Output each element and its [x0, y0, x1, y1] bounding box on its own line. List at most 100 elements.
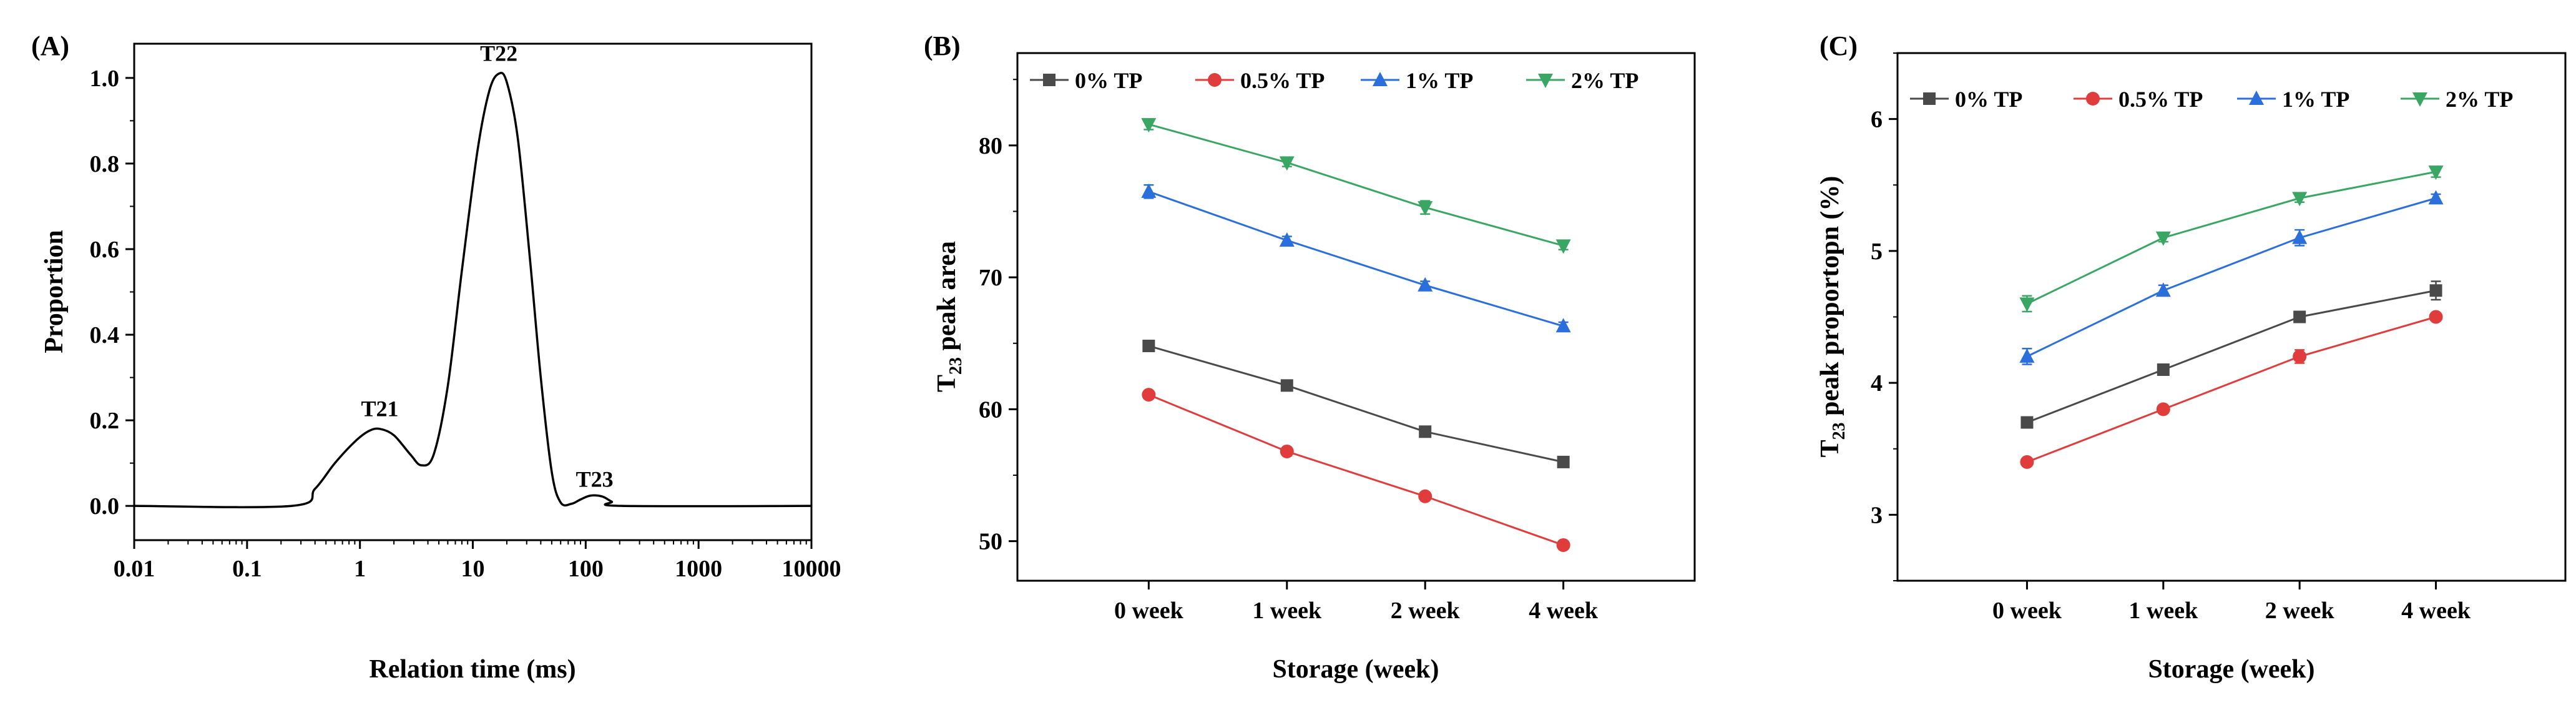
panel-c-y-axis-label: T23 peak proportopn (%) [1816, 176, 1849, 458]
series-line-0-tp [1148, 345, 1564, 463]
panel-b-plot-frame [1016, 52, 1696, 582]
panel-a-annotations: T21 T22 T23 [361, 41, 614, 491]
data-point-2-tp [1418, 201, 1433, 216]
x-tick-label: 0 week [1992, 598, 2062, 624]
chart-panel-c: (C) 0 week 1 week 2 week 4 week 3 4 5 6 0% TP 0.… [1816, 31, 2567, 684]
x-tick-label: 4 week [1529, 598, 1599, 624]
x-tick-label: 1 week [2128, 598, 2198, 624]
data-point-1-tp [2019, 348, 2035, 363]
data-point-0-tp [1557, 455, 1570, 468]
y-tick-label: 0.0 [90, 493, 120, 520]
y-tick-label: 60 [979, 397, 1002, 423]
chart-panel-a: (A) 0.01 0.1 1 10 100 1000 100000.00.20.40.60.… [31, 31, 841, 684]
data-point-1-tp [1141, 183, 1157, 198]
data-point-0-5-tp [1280, 444, 1294, 458]
panel-a-label: (A) [31, 31, 69, 61]
data-point-0-5-tp [1556, 538, 1570, 552]
data-point-2-tp [2019, 297, 2035, 312]
y-tick-label: 1.0 [90, 66, 120, 92]
data-point-2-tp [1141, 118, 1157, 133]
legend-label-1-tp: 1% TP [1406, 68, 1473, 93]
legend-label-2-tp: 2% TP [2446, 87, 2513, 112]
x-tick-label: 100 [568, 556, 604, 582]
legend-marker-0-tp [1043, 74, 1055, 86]
data-point-1-tp [1418, 277, 1433, 292]
x-tick-label: 1 [354, 556, 366, 582]
x-tick-label: 1 week [1252, 598, 1322, 624]
data-point-1-tp [2428, 190, 2444, 205]
data-point-0-tp [2020, 416, 2034, 429]
panel-b-x-axis-label: Storage (week) [1272, 655, 1439, 684]
data-point-2-tp [2155, 231, 2171, 246]
series-line-relaxation-curve [134, 71, 812, 508]
data-point-0-5-tp [2020, 455, 2034, 469]
y-tick-label: 0.4 [90, 322, 120, 348]
data-point-0-5-tp [1142, 388, 1156, 402]
series-line-0-5-tp [1148, 393, 1564, 546]
panel-a-y-axis-label: Proportion [40, 230, 69, 353]
legend-label-2-tp: 2% TP [1571, 68, 1638, 93]
data-point-0-tp [2293, 310, 2306, 323]
data-point-1-tp [2292, 229, 2308, 244]
legend-marker-0-5-tp [2086, 92, 2100, 106]
panel-c-label: (C) [1819, 31, 1858, 61]
x-tick-label: 10 [461, 556, 485, 582]
panel-b-ticks: 0 week 1 week 2 week 4 week 50 60 70 80 [979, 79, 1599, 624]
panel-b-y-axis-label: T23 peak area [933, 241, 966, 392]
panel-b-label: (B) [924, 31, 961, 61]
data-point-0-tp [2429, 284, 2442, 297]
y-tick-label: 50 [979, 529, 1002, 555]
legend-marker-2-tp [2412, 92, 2427, 107]
data-point-0-5-tp [2429, 310, 2443, 324]
panel-a-plot-frame [133, 42, 813, 541]
series-line-1-tp [2026, 197, 2436, 358]
legend-label-0-tp: 0% TP [1955, 87, 2022, 112]
data-point-0-tp [1280, 379, 1293, 392]
x-tick-label: 2 week [2265, 598, 2335, 624]
series-line-2-tp [2026, 170, 2436, 305]
series-line-0-tp [2026, 289, 2436, 423]
legend-marker-1-tp [1373, 72, 1388, 86]
series-line-1-tp [1148, 190, 1564, 327]
panel-c-legend: 0% TP 0.5% TP 1% TP 2% TP [1910, 87, 2513, 112]
legend-label-1-tp: 1% TP [2282, 87, 2349, 112]
data-point-0-5-tp [2156, 402, 2170, 417]
y-tick-label: 3 [1871, 502, 1883, 528]
peak-label-t22: T22 [480, 41, 517, 66]
x-tick-label: 0 week [1114, 598, 1184, 624]
y-tick-label: 70 [979, 265, 1002, 291]
legend-label-0-5-tp: 0.5% TP [1240, 68, 1325, 93]
series-line-0-5-tp [2026, 316, 2436, 463]
data-point-1-tp [1555, 318, 1571, 333]
data-point-2-tp [1279, 156, 1295, 171]
x-tick-label: 10000 [782, 556, 841, 582]
data-point-2-tp [2292, 192, 2308, 207]
panel-c-series [2019, 165, 2444, 469]
peak-label-t21: T21 [361, 396, 399, 421]
data-point-0-5-tp [2293, 349, 2307, 363]
x-tick-label: 0.1 [232, 556, 262, 582]
data-point-0-tp [2157, 363, 2170, 376]
series-line-2-tp [1148, 123, 1564, 247]
panel-c-ticks: 0 week 1 week 2 week 4 week 3 4 5 6 [1871, 52, 2471, 624]
x-tick-label: 1000 [675, 556, 722, 582]
x-tick-label: 0.01 [114, 556, 155, 582]
panel-c-plot-frame [1896, 52, 2567, 582]
legend-marker-0-5-tp [1208, 73, 1222, 87]
y-tick-label: 0.8 [90, 151, 120, 177]
panel-b-series [1141, 118, 1571, 552]
y-tick-label: 6 [1871, 107, 1883, 133]
data-point-2-tp [2428, 165, 2444, 180]
data-point-0-tp [1142, 339, 1155, 352]
legend-label-0-5-tp: 0.5% TP [2118, 87, 2203, 112]
panel-c-x-axis-label: Storage (week) [2148, 655, 2314, 684]
legend-marker-1-tp [2249, 91, 2264, 105]
y-tick-label: 5 [1871, 239, 1883, 265]
y-tick-label: 4 [1871, 370, 1883, 397]
y-tick-label: 0.6 [90, 237, 120, 263]
data-point-0-tp [1419, 425, 1432, 438]
data-point-2-tp [1555, 239, 1571, 254]
panel-b-legend: 0% TP 0.5% TP 1% TP 2% TP [1030, 68, 1638, 93]
data-point-1-tp [2155, 282, 2171, 297]
panel-a-ticks: 0.01 0.1 1 10 100 1000 10000 0.0 0.2 0.4 0.6 0.8 1.0 [90, 66, 841, 582]
